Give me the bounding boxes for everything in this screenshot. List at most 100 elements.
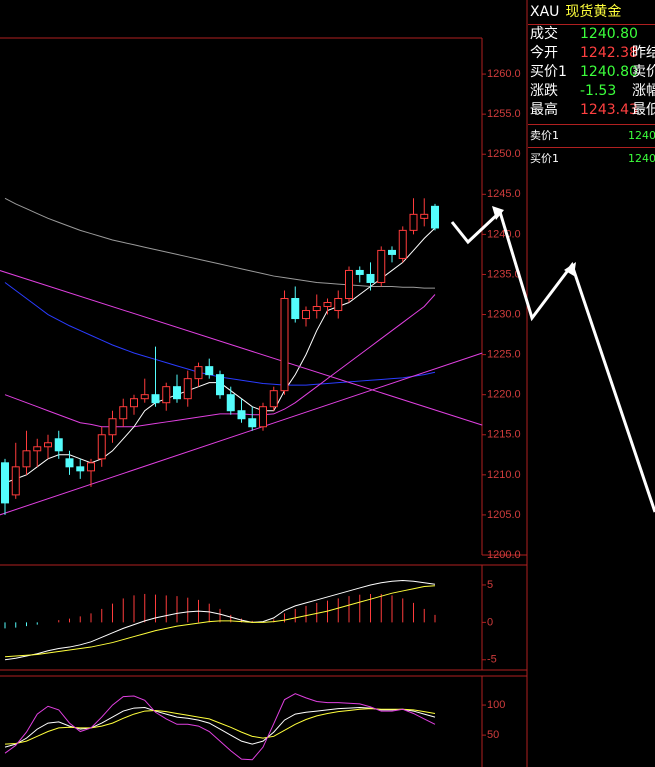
candle-body: [431, 205, 439, 229]
trend-line: [0, 352, 483, 516]
candle-body: [420, 213, 429, 219]
candle-body: [87, 462, 95, 472]
candle-body: [355, 269, 364, 275]
candle-body: [269, 390, 278, 408]
quote-value: 1240.80: [580, 64, 638, 80]
candle-body: [130, 398, 138, 408]
quote-label: 昨结: [632, 45, 655, 61]
quote-label: 买价1: [530, 64, 567, 80]
ask-row: 卖价1 1240: [528, 124, 655, 147]
candle-body: [323, 302, 332, 308]
bid-price: 1240: [628, 152, 655, 165]
candle-body: [151, 394, 160, 404]
y-tick-label: 1240.0: [487, 228, 521, 240]
candle-body: [312, 306, 321, 312]
candle-body: [140, 394, 149, 400]
quote-label: 最高: [530, 102, 558, 118]
candle-body: [366, 273, 375, 283]
quote-row: 最高 1243.43 最低: [528, 101, 655, 120]
y-tick-label: 1225.0: [487, 349, 521, 361]
y-tick-label: 5: [487, 579, 493, 591]
quote-header: XAU 现货黄金: [528, 0, 655, 25]
indicator-line: [4, 585, 436, 658]
quote-label: 今开: [530, 45, 558, 61]
candle-body: [194, 366, 203, 380]
indicator-line: [4, 708, 436, 745]
candle-body: [398, 229, 407, 259]
candle-body: [237, 410, 246, 420]
y-tick-label: 1215.0: [487, 429, 521, 441]
ask-label: 卖价1: [530, 129, 559, 142]
frame: [0, 0, 528, 767]
candle-body: [388, 249, 396, 255]
candle-body: [216, 374, 224, 396]
candle-body: [1, 462, 9, 504]
indicator-line: [4, 282, 436, 386]
candle-body: [334, 298, 343, 312]
candle-body: [173, 386, 181, 400]
candle-body: [259, 406, 267, 428]
candle-body: [44, 442, 52, 448]
quote-label: 涨跌: [530, 83, 558, 99]
y-tick-label: 1260.0: [487, 68, 521, 80]
indicator-line: [4, 579, 436, 661]
candle-body: [345, 269, 353, 300]
y-tick-label: 0: [487, 616, 493, 628]
candle-body: [76, 466, 85, 472]
quote-value: 1243.43: [580, 102, 638, 118]
y-tick-label: 1220.0: [487, 389, 521, 401]
y-tick-label: 1230.0: [487, 308, 521, 320]
candle-body: [280, 298, 289, 392]
ask-price: 1240: [628, 129, 655, 142]
quote-row: 今开 1242.38 昨结: [528, 44, 655, 63]
y-tick-label: 1210.0: [487, 469, 521, 481]
y-tick-label: 1255.0: [487, 108, 521, 120]
quote-label: 涨幅: [632, 83, 655, 99]
chart: 1200.0 1205.0 1210.0 1215.0 1220.0 1225.0 1230…: [0, 0, 528, 767]
candle-body: [11, 466, 20, 496]
instrument-name: 现货黄金: [565, 4, 622, 20]
indicator-line: [4, 693, 436, 761]
candle-body: [65, 458, 74, 468]
y-tick-label: 50: [487, 729, 499, 741]
quote-label: 卖价: [632, 64, 655, 80]
y-tick-label: 1250.0: [487, 148, 521, 160]
candle-body: [97, 434, 106, 460]
candle-body: [33, 446, 42, 452]
indicator-line: [4, 294, 436, 428]
quote-label: 最低: [632, 102, 655, 118]
candle-body: [377, 249, 386, 283]
candle-body: [302, 310, 310, 320]
candle-body: [54, 438, 63, 452]
candle-body: [409, 213, 418, 231]
quote-row: 买价1 1240.80 卖价: [528, 63, 655, 82]
quote-row: 成交 1240.80: [528, 25, 655, 44]
y-tick-label: 1200.0: [487, 549, 521, 561]
trend-line: [0, 270, 483, 426]
y-tick-label: 1205.0: [487, 509, 521, 521]
candle-body: [108, 418, 117, 436]
quote-row: 涨跌 -1.53 涨幅: [528, 82, 655, 101]
candle-body: [205, 366, 214, 376]
indicator-line: [4, 197, 435, 289]
candle-body: [248, 418, 257, 428]
quote-label: 成交: [530, 26, 558, 42]
candle-body: [291, 298, 300, 320]
candle-body: [162, 386, 171, 404]
quote-value: 1240.80: [580, 26, 638, 42]
y-tick-label: 100: [487, 699, 505, 711]
quote-value: -1.53: [580, 83, 617, 99]
bid-row: 买价1 1240: [528, 147, 655, 170]
candle-body: [226, 394, 235, 412]
candle-body: [183, 378, 192, 400]
candle-body: [119, 406, 128, 420]
symbol: XAU: [530, 4, 560, 20]
quote-panel: XAU 现货黄金 成交 1240.80 今开 1242.38 昨结 买价1 1240.80 卖价…: [528, 0, 655, 767]
y-tick-label: 1245.0: [487, 188, 521, 200]
y-tick-label: -5: [487, 654, 497, 666]
bid-label: 买价1: [530, 152, 559, 165]
candle-body: [22, 450, 31, 468]
quote-rows: 成交 1240.80 今开 1242.38 昨结 买价1 1240.80 卖价 涨跌 -1.53 涨…: [528, 25, 655, 120]
y-tick-label: 1235.0: [487, 268, 521, 280]
